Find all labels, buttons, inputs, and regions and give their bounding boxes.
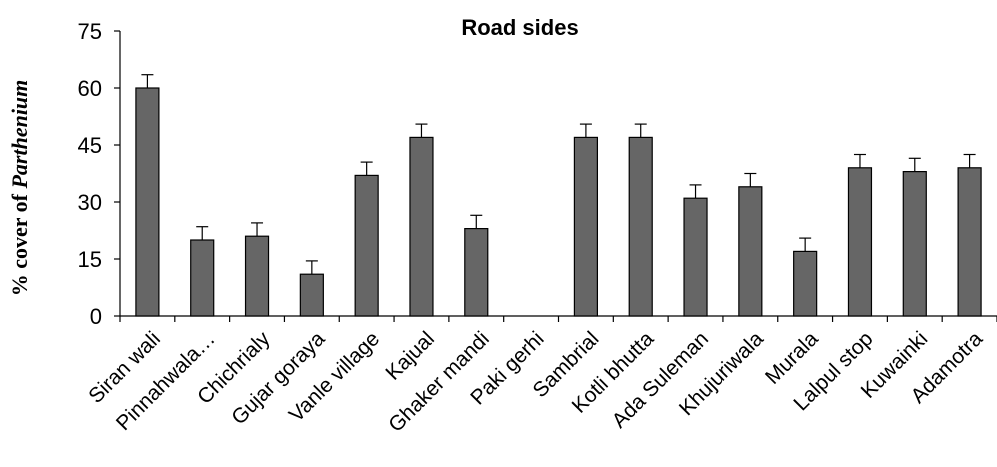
- x-tick-label: Ada Suleman: [608, 327, 713, 432]
- bar: [299, 273, 324, 317]
- y-tick-label: 60: [78, 76, 102, 101]
- bar: [573, 136, 599, 317]
- y-axis-label: % cover of Parthenium: [7, 80, 32, 297]
- bar: [683, 197, 708, 317]
- chart-title: Road sides: [461, 15, 578, 40]
- error-bars: [141, 74, 976, 275]
- bar: [738, 186, 763, 317]
- bar: [409, 136, 434, 317]
- y-tick-label: 45: [78, 133, 102, 158]
- bars: [135, 87, 982, 317]
- y-axis: 0 15 30 45 60 75: [78, 19, 121, 329]
- bar: [628, 136, 653, 317]
- bar: [190, 239, 215, 317]
- bar: [902, 171, 927, 317]
- bar: [354, 174, 379, 317]
- x-axis: [119, 315, 997, 322]
- bar: [793, 250, 818, 317]
- bar: [464, 228, 489, 317]
- y-tick-label: 0: [90, 304, 102, 329]
- y-axis-label-italic: Parthenium: [7, 80, 32, 190]
- bar: [135, 87, 160, 317]
- y-tick-label: 15: [78, 247, 102, 272]
- y-tick-label: 30: [78, 190, 102, 215]
- bar: [957, 167, 982, 317]
- bar: [847, 167, 873, 317]
- bar: [244, 235, 270, 317]
- y-tick-label: 75: [78, 19, 102, 44]
- y-axis-label-prefix: % cover of: [7, 189, 32, 297]
